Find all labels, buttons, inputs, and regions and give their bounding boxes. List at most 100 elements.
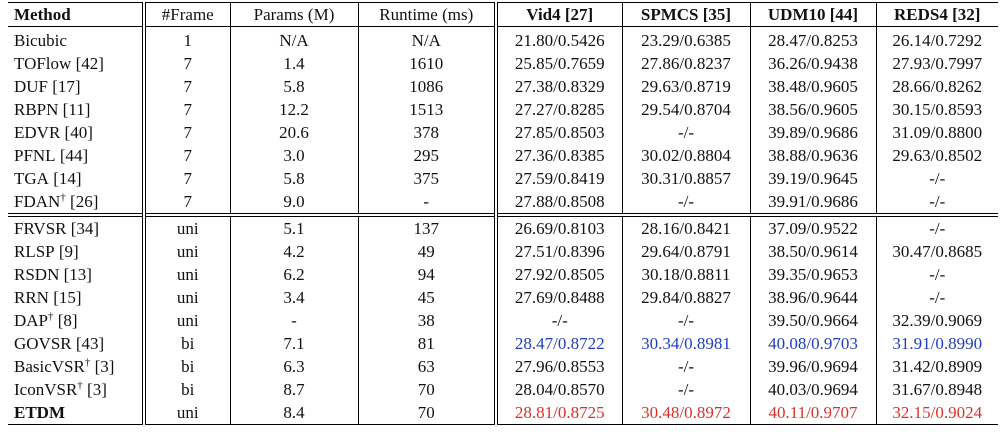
frame-cell: 1: [144, 26, 231, 52]
table-row: FRVSR [34] uni 5.1 137 26.69/0.8103 28.16/0.8…: [8, 213, 998, 240]
params-cell: 5.8: [230, 167, 359, 190]
method-cell: RBPN [11]: [8, 98, 146, 121]
method-cell: FRVSR [34]: [8, 213, 146, 240]
udm10-cell: 39.96/0.9694: [750, 355, 877, 378]
spmcs-cell: 29.84/0.8827: [622, 286, 751, 309]
reds4-cell: -/-: [929, 192, 946, 211]
reds4-cell: -/-: [929, 265, 946, 284]
frame-cell: 7: [144, 98, 231, 121]
vid4-cell: 27.88/0.8508: [496, 190, 623, 215]
vid4-cell: -/-: [496, 309, 623, 332]
spmcs-cell: 30.31/0.8857: [622, 167, 751, 190]
method-name: TGA: [14, 169, 49, 188]
header-spmcs: SPMCS [35]: [622, 2, 751, 27]
params-cell: 5.8: [230, 75, 359, 98]
method-citation: [42]: [71, 54, 104, 73]
params-cell: 1.4: [230, 52, 359, 75]
method-citation: [26]: [65, 192, 99, 211]
runtime-cell: 38: [358, 309, 498, 332]
method-name: FDAN: [14, 192, 61, 211]
runtime-cell: 137: [358, 213, 498, 240]
udm10-cell: 38.88/0.9636: [750, 144, 877, 167]
reds4-cell: 31.42/0.8909: [892, 357, 983, 376]
udm10-cell: 39.35/0.9653: [750, 263, 877, 286]
spmcs-cell: 30.34/0.8981: [622, 332, 751, 355]
vid4-cell: 25.85/0.7659: [496, 52, 623, 75]
runtime-cell: 70: [358, 401, 498, 425]
udm10-cell: 38.50/0.9614: [750, 240, 877, 263]
header-method: Method: [8, 2, 146, 27]
vid4-cell: 28.81/0.8725: [496, 401, 623, 425]
table-row: RRN [15] uni 3.4 45 27.69/0.8488 29.84/0.8827…: [8, 286, 998, 309]
table-row: DAP† [8] uni -38 -/- -/- 39.50/0.9664 32.39/0.…: [8, 309, 998, 332]
method-name: FRVSR: [14, 219, 67, 238]
vid4-cell: 27.36/0.8385: [496, 144, 623, 167]
method-cell: TOFlow [42]: [8, 52, 146, 75]
vid4-cell: 26.69/0.8103: [496, 213, 623, 240]
params-cell: 6.2: [230, 263, 359, 286]
header-vid4: Vid4 [27]: [496, 2, 623, 27]
params-cell: 20.6: [230, 121, 359, 144]
spmcs-cell: -/-: [622, 121, 751, 144]
spmcs-cell: 30.18/0.8811: [622, 263, 751, 286]
frame-cell: 7: [144, 167, 231, 190]
method-name: RSDN: [14, 265, 60, 284]
header-udm10: UDM10 [44]: [750, 2, 877, 27]
runtime-cell: 81: [358, 332, 498, 355]
params-cell: 6.3: [230, 355, 359, 378]
results-table: Method #Frame Params (M) Runtime (ms) Vi…: [8, 2, 998, 425]
runtime-cell: 94: [358, 263, 498, 286]
method-citation: [9]: [54, 242, 79, 261]
reds4-cell: 30.47/0.8685: [892, 242, 983, 261]
method-cell: GOVSR [43]: [8, 332, 146, 355]
params-cell: 8.7: [230, 378, 359, 401]
spmcs-cell: 29.64/0.8791: [622, 240, 751, 263]
frame-cell: 7: [144, 75, 231, 98]
params-cell: 5.1: [230, 213, 359, 240]
method-cell: RLSP [9]: [8, 240, 146, 263]
reds4-cell: 31.09/0.8800: [892, 123, 983, 142]
runtime-cell: 1513: [358, 98, 498, 121]
recurrent-group: FRVSR [34] uni 5.1 137 26.69/0.8103 28.16/0.8…: [8, 213, 998, 425]
method-citation: [15]: [48, 288, 82, 307]
udm10-cell: 36.26/0.9438: [750, 52, 877, 75]
vid4-cell: 27.38/0.8329: [496, 75, 623, 98]
spmcs-cell: 27.86/0.8237: [622, 52, 751, 75]
reds4-cell: -/-: [876, 213, 998, 240]
runtime-cell: 49: [358, 240, 498, 263]
method-name: Bicubic: [14, 31, 67, 50]
reds4-cell: -/-: [929, 169, 946, 188]
method-citation: [14]: [48, 169, 82, 188]
method-citation: [8]: [53, 311, 78, 330]
params-cell: 8.4: [230, 401, 359, 425]
reds4-cell: -/-: [929, 288, 946, 307]
spmcs-cell: 30.02/0.8804: [622, 144, 751, 167]
spmcs-cell: -/-: [622, 355, 751, 378]
dagger-mark: †: [84, 356, 91, 369]
udm10-cell: 39.91/0.9686: [750, 190, 877, 215]
udm10-cell: 38.56/0.9605: [750, 98, 877, 121]
method-name: DUF: [14, 77, 49, 96]
method-cell: RSDN [13]: [8, 263, 146, 286]
udm10-cell: 38.48/0.9605: [750, 75, 877, 98]
reds4-cell: 26.14/0.7292: [892, 31, 983, 50]
vid4-cell: 27.96/0.8553: [496, 355, 623, 378]
method-citation: [44]: [55, 146, 89, 165]
table-row: Bicubic 1 N/A N/A 21.80/0.5426 23.29/0.6385 28…: [8, 26, 998, 52]
runtime-cell: 295: [358, 144, 498, 167]
udm10-cell: 38.96/0.9644: [750, 286, 877, 309]
dagger-mark: †: [60, 191, 66, 204]
vid4-cell: 27.85/0.8503: [496, 121, 623, 144]
method-cell: FDAN† [26]: [8, 190, 146, 215]
runtime-cell: N/A: [358, 26, 498, 52]
vid4-cell: 27.69/0.8488: [496, 286, 623, 309]
vid4-cell: 27.51/0.8396: [496, 240, 623, 263]
reds4-cell: 29.63/0.8502: [892, 146, 983, 165]
method-cell: DAP† [8]: [8, 309, 146, 332]
runtime-cell: 45: [358, 286, 498, 309]
method-name: EDVR: [14, 123, 61, 142]
table-row: RBPN [11] 7 12.2 1513 27.27/0.8285 29.54/0.87…: [8, 98, 998, 121]
vid4-cell: 27.92/0.8505: [496, 263, 623, 286]
sliding-window-group: Bicubic 1 N/A N/A 21.80/0.5426 23.29/0.6385 28…: [8, 26, 998, 215]
params-cell: 9.0: [230, 190, 359, 215]
